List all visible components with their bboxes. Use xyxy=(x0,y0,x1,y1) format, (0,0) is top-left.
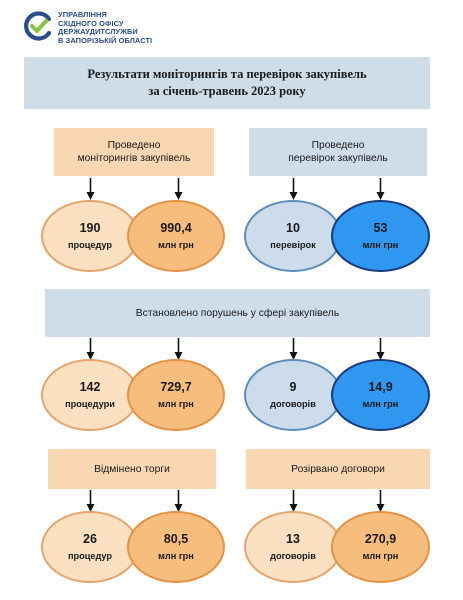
down-arrow-icon xyxy=(174,338,183,360)
org-line: ДЕРЖАУДИТСЛУЖБИ xyxy=(58,27,138,37)
down-arrow-icon xyxy=(174,178,183,200)
cancelled-label: Відмінено торги xyxy=(48,449,216,489)
terminated-label: Розірвано договори xyxy=(246,449,430,489)
down-arrow-icon xyxy=(86,178,95,200)
violations-contracts-unit: договорів xyxy=(270,398,316,409)
monitoring-count-unit: процедур xyxy=(67,239,113,250)
violations-procedures-oval: 142 процедури xyxy=(41,359,139,431)
cancelled-count: 26 xyxy=(83,531,97,546)
monitoring-label-line-2: моніторингів закупівель xyxy=(77,153,191,164)
violations-contracts-count: 9 xyxy=(289,379,297,394)
title-line-2: за січень-травень 2023 року xyxy=(148,84,306,98)
inspections-label-line-1: Проведено xyxy=(311,140,365,151)
cancelled-amount-oval: 80,5 млн грн xyxy=(127,511,225,583)
violations-procedures-unit: процедури xyxy=(65,398,115,409)
cancelled-count-unit: процедур xyxy=(67,550,113,561)
terminated-count: 13 xyxy=(286,531,300,546)
down-arrow-icon xyxy=(289,338,298,360)
violations-contracts-amount: 14,9 xyxy=(368,379,393,394)
down-arrow-icon xyxy=(376,490,385,512)
terminated-count-oval: 13 договорів xyxy=(244,511,342,583)
inspections-label: Проведено перевірок закупівель xyxy=(249,128,427,176)
violations-procedures-amount-oval: 729,7 млн грн xyxy=(127,359,225,431)
cancelled-count-oval: 26 процедур xyxy=(41,511,139,583)
cancelled-amount-unit: млн грн xyxy=(158,550,194,561)
cancelled-label-text: Відмінено торги xyxy=(94,463,170,475)
violations-contracts-amount-unit: млн грн xyxy=(362,398,399,409)
violations-procedures-amount-unit: млн грн xyxy=(158,398,194,409)
inspections-count: 10 xyxy=(286,220,300,235)
inspections-amount-oval: 53 млн грн xyxy=(331,200,430,272)
down-arrow-icon xyxy=(86,490,95,512)
cancelled-amount: 80,5 xyxy=(163,531,189,546)
org-line: УПРАВЛІННЯ xyxy=(58,10,107,19)
down-arrow-icon xyxy=(174,490,183,512)
violations-procedures-amount: 729,7 xyxy=(160,379,192,394)
violations-procedures-count: 142 xyxy=(79,379,101,394)
violations-contracts-oval: 9 договорів xyxy=(244,359,342,431)
monitoring-amount-unit: млн грн xyxy=(158,239,194,250)
down-arrow-icon xyxy=(376,338,385,360)
monitoring-count-oval: 190 процедур xyxy=(41,200,139,272)
org-line: В ЗАПОРІЗЬКІЙ ОБЛАСТІ xyxy=(58,35,153,45)
inspections-count-unit: перевірок xyxy=(270,239,316,250)
down-arrow-icon xyxy=(86,338,95,360)
terminated-amount: 270,9 xyxy=(364,531,397,546)
monitoring-count: 190 xyxy=(79,220,101,235)
org-line: СХІДНОГО ОФІСУ xyxy=(58,18,124,28)
organization-name: УПРАВЛІННЯ СХІДНОГО ОФІСУ ДЕРЖАУДИТСЛУЖБ… xyxy=(58,10,258,45)
violations-contracts-amount-oval: 14,9 млн грн xyxy=(331,359,430,431)
down-arrow-icon xyxy=(376,178,385,200)
logo-icon xyxy=(24,11,52,41)
terminated-count-unit: договорів xyxy=(270,550,316,561)
title-line-1: Результати моніторингів та перевірок зак… xyxy=(87,67,367,81)
terminated-amount-unit: млн грн xyxy=(362,550,399,561)
inspections-amount-unit: млн грн xyxy=(362,239,399,250)
page-title: Результати моніторингів та перевірок зак… xyxy=(24,57,430,109)
violations-label-text: Встановлено порушень у сфері закупівель xyxy=(135,307,340,319)
monitoring-amount: 990,4 xyxy=(160,220,192,235)
down-arrow-icon xyxy=(289,490,298,512)
inspections-label-line-2: перевірок закупівель xyxy=(288,153,388,164)
down-arrow-icon xyxy=(289,178,298,200)
monitoring-label-line-1: Проведено xyxy=(107,140,161,151)
terminated-label-text: Розірвано договори xyxy=(291,463,385,475)
inspections-amount: 53 xyxy=(373,220,388,235)
violations-label: Встановлено порушень у сфері закупівель xyxy=(45,289,430,337)
terminated-amount-oval: 270,9 млн грн xyxy=(331,511,430,583)
inspections-count-oval: 10 перевірок xyxy=(244,200,342,272)
monitoring-label: Проведено моніторингів закупівель xyxy=(54,128,214,176)
monitoring-amount-oval: 990,4 млн грн xyxy=(127,200,225,272)
